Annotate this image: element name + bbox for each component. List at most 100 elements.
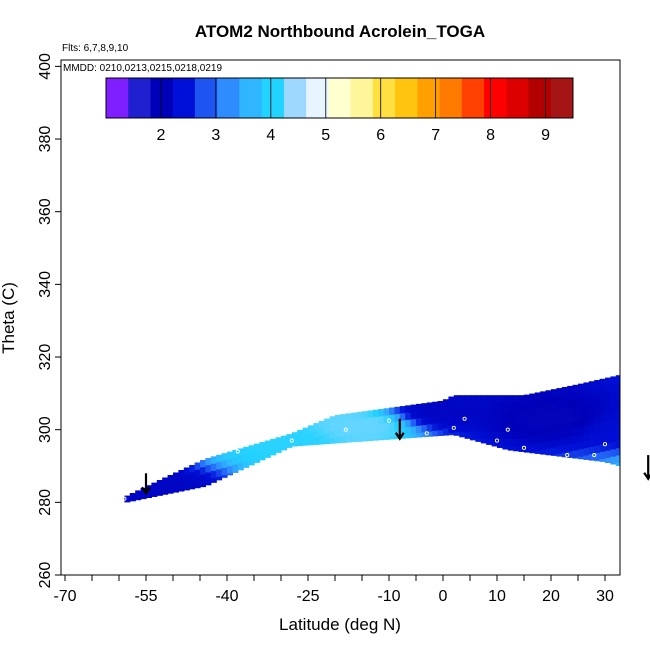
field-cell-37	[194, 484, 201, 489]
field-cell-512	[621, 396, 627, 404]
field-cell-411	[572, 435, 579, 444]
field-cell-429	[583, 404, 590, 413]
plot-frame	[60, 59, 621, 576]
field-cell-307	[513, 417, 520, 425]
field-cell-228	[453, 402, 460, 411]
field-cell-354	[540, 449, 547, 455]
field-cell-311	[513, 446, 520, 452]
field-cell-279	[491, 438, 498, 447]
field-cell-164	[383, 430, 390, 439]
field-cell-539	[632, 393, 638, 401]
field-cell-316	[518, 424, 525, 433]
y-tick-label-2: 300	[37, 416, 54, 443]
field-cell-321	[524, 401, 530, 410]
field-cell-421	[578, 427, 584, 436]
field-cell-371	[551, 440, 557, 449]
field-cell-395	[567, 393, 574, 402]
field-cell-372	[551, 447, 557, 456]
field-cell-145	[362, 440, 368, 442]
colorbar-swatch-4	[194, 78, 218, 118]
field-cell-36	[194, 477, 201, 485]
field-cell-432	[583, 426, 590, 435]
field-cell-376	[556, 402, 563, 411]
field-cell-535	[627, 468, 633, 469]
y-tick-label-0: 260	[37, 562, 54, 589]
field-cell-334	[529, 437, 536, 446]
field-cell-129	[345, 420, 352, 429]
field-cell-269	[486, 417, 493, 425]
field-cell-150	[367, 439, 374, 442]
field-cell-524	[627, 387, 633, 395]
field-cell-247	[470, 409, 476, 418]
colorbar-tick-label-5: 7	[431, 127, 440, 144]
field-cell-11	[156, 480, 163, 488]
field-cell-163	[383, 422, 390, 431]
field-cell-338	[534, 399, 541, 408]
field-cell-502	[615, 418, 620, 427]
field-cell-341	[534, 421, 541, 430]
field-cell-301	[507, 431, 514, 440]
field-cell-569	[643, 406, 649, 414]
field-cell-467	[599, 429, 606, 438]
field-cell-317	[518, 431, 525, 440]
field-cell-165	[383, 437, 390, 440]
field-cell-353	[540, 442, 547, 451]
field-cell-264	[480, 431, 487, 440]
colorbar-swatch-1	[128, 78, 151, 118]
field-cell-103	[308, 432, 314, 441]
field-cell-350	[540, 420, 547, 429]
field-cell-370	[551, 432, 557, 441]
field-cell-355	[545, 390, 552, 399]
field-cell-290	[502, 409, 509, 418]
field-cell-188	[410, 419, 417, 428]
field-cell-347	[540, 398, 547, 407]
sample-point-4	[386, 418, 392, 423]
field-cell-211	[437, 400, 444, 409]
field-cell-254	[475, 409, 482, 418]
field-cell-207	[432, 409, 439, 417]
arrow-head-2	[643, 472, 650, 481]
field-cell-383	[556, 453, 563, 457]
field-cell-89	[275, 451, 282, 453]
field-cell-115	[324, 440, 331, 445]
field-cell-346	[540, 391, 547, 400]
field-cell-121	[335, 422, 341, 430]
field-cell-143	[362, 425, 368, 434]
field-cell-304	[513, 395, 520, 404]
field-cell-480	[605, 436, 611, 444]
field-cell-327	[524, 445, 530, 453]
field-cell-473	[605, 384, 611, 393]
field-cell-3	[135, 490, 142, 499]
field-cell-343	[534, 436, 541, 445]
field-cell-335	[529, 444, 536, 453]
field-cell-361	[545, 434, 552, 442]
colorbar-swatch-15	[439, 78, 463, 118]
field-cell-111	[318, 442, 325, 445]
sample-point-9	[505, 427, 510, 432]
field-cell-366	[551, 403, 557, 412]
field-cell-95	[291, 439, 298, 447]
field-cell-67	[237, 455, 244, 464]
field-cell-351	[540, 427, 547, 436]
field-cell-240	[464, 402, 471, 411]
field-cell-382	[556, 446, 563, 455]
field-cell-297	[507, 402, 514, 411]
field-cell-364	[551, 389, 557, 398]
field-cell-179	[399, 427, 406, 436]
field-cell-224	[448, 418, 455, 427]
field-cell-249	[470, 424, 476, 433]
field-cell-291	[502, 417, 509, 425]
field-cell-4	[135, 497, 142, 501]
field-cell-160	[378, 438, 385, 441]
field-cell-508	[615, 462, 620, 466]
field-cell-349	[540, 413, 547, 422]
field-cell-278	[491, 431, 498, 440]
field-cell-244	[464, 431, 471, 439]
field-cell-285	[497, 431, 503, 440]
field-cell-451	[594, 401, 601, 410]
field-cell-409	[572, 421, 579, 430]
field-cell-201	[426, 402, 433, 411]
field-cell-567	[643, 391, 649, 399]
field-cell-503	[615, 426, 620, 435]
